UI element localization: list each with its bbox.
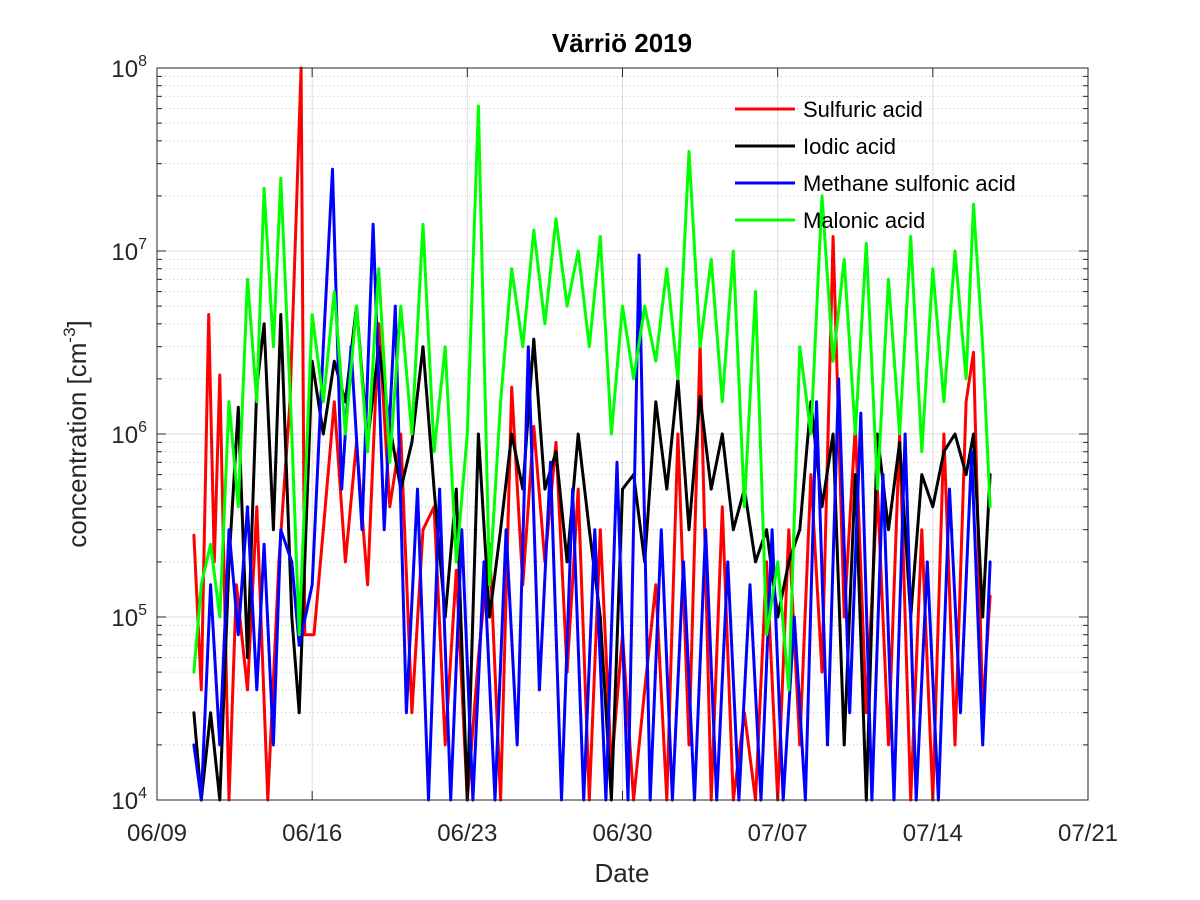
x-tick-label: 06/09 (127, 820, 187, 847)
y-tick-label: 104 (111, 785, 147, 815)
y-axis-label-superscript: -3 (60, 327, 79, 342)
chart-title: Värriö 2019 (552, 28, 692, 58)
x-tick-label: 06/16 (282, 820, 342, 847)
y-axis-label-suffix: ] (62, 320, 92, 327)
legend-label-methane-sulfonic-acid: Methane sulfonic acid (803, 171, 1016, 196)
x-tick-label: 07/21 (1058, 820, 1118, 847)
axis-ticks (156, 67, 1089, 801)
y-tick-label: 108 (111, 53, 147, 83)
series-layer (192, 66, 992, 802)
x-tick-labels: 06/09 06/16 06/23 06/30 07/07 07/14 07/21 (127, 820, 1118, 847)
legend-label-iodic-acid: Iodic acid (803, 134, 896, 159)
y-tick-labels: 104 105 106 107 108 (111, 53, 147, 815)
x-tick-label: 06/23 (437, 820, 497, 847)
y-tick-label: 105 (111, 602, 147, 632)
y-axis-label: concentration [cm-3] (60, 320, 92, 548)
x-tick-label: 07/07 (748, 820, 808, 847)
legend: Sulfuric acid Iodic acid Methane sulfonic … (735, 97, 1016, 233)
series-line-iodic-acid (192, 304, 992, 802)
legend-label-sulfuric-acid: Sulfuric acid (803, 97, 923, 122)
x-tick-label: 07/14 (903, 820, 963, 847)
x-axis-label: Date (595, 858, 650, 888)
series-line-malonic-acid (192, 104, 992, 692)
y-tick-label: 107 (111, 236, 147, 266)
y-tick-label: 106 (111, 419, 147, 449)
y-axis-label-main: concentration [cm (62, 343, 92, 548)
series-line-methane-sulfonic-acid (192, 167, 992, 802)
legend-label-malonic-acid: Malonic acid (803, 208, 925, 233)
x-tick-label: 06/30 (592, 820, 652, 847)
